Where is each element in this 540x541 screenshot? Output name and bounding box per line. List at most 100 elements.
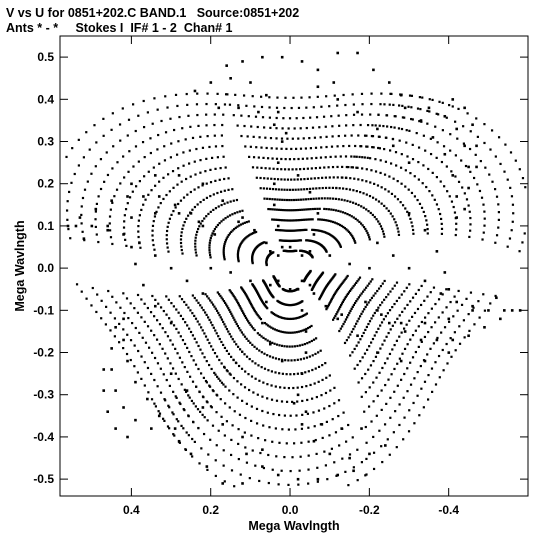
uv-sample: [221, 144, 224, 148]
uv-sample: [280, 147, 283, 150]
uv-sample: [301, 343, 304, 346]
data-point: [201, 292, 205, 295]
uv-sample: [336, 165, 339, 169]
uv-sample: [144, 341, 148, 344]
uv-sample: [237, 247, 241, 250]
uv-sample: [195, 233, 198, 236]
uv-sample: [255, 230, 258, 234]
uv-sample: [426, 227, 429, 231]
uv-sample: [280, 178, 283, 181]
uv-sample: [242, 333, 245, 336]
uv-sample: [192, 421, 195, 424]
uv-sample: [215, 411, 218, 414]
uv-sample: [274, 228, 278, 232]
uv-sample: [378, 147, 382, 150]
uv-sample: [336, 239, 339, 243]
data-point: [443, 152, 447, 156]
uv-sample: [337, 114, 340, 117]
uv-sample: [329, 389, 332, 392]
uv-sample: [332, 318, 335, 321]
data-point: [328, 452, 332, 456]
uv-sample: [181, 127, 184, 130]
uv-sample: [241, 240, 244, 243]
data-point: [376, 351, 379, 354]
uv-sample: [372, 314, 375, 317]
uv-sample: [278, 315, 281, 318]
uv-sample: [382, 232, 385, 236]
uv-sample: [277, 329, 280, 333]
data-point: [265, 300, 268, 304]
uv-sample: [137, 114, 140, 117]
uv-sample: [266, 157, 270, 160]
uv-sample: [363, 288, 366, 291]
uv-sample: [321, 378, 324, 382]
uv-sample: [371, 278, 374, 281]
uv-sample: [208, 253, 212, 257]
uv-sample: [391, 287, 394, 290]
uv-sample: [385, 335, 388, 338]
uv-sample: [322, 218, 325, 221]
uv-sample: [234, 297, 237, 300]
uv-sample: [329, 197, 332, 200]
uv-sample: [304, 313, 307, 316]
uv-sample: [386, 357, 389, 360]
uv-sample: [270, 177, 273, 180]
uv-sample: [223, 365, 226, 368]
uv-sample: [345, 276, 348, 279]
uv-sample: [312, 197, 315, 200]
uv-sample: [133, 365, 136, 368]
uv-sample: [332, 208, 335, 212]
uv-sample: [398, 139, 401, 142]
uv-sample: [271, 218, 274, 221]
uv-sample: [337, 414, 340, 418]
data-point: [348, 456, 351, 460]
uv-sample: [270, 384, 273, 387]
uv-sample: [197, 344, 200, 348]
uv-sample: [218, 178, 221, 181]
uv-sample: [109, 311, 112, 314]
uv-sample: [294, 188, 297, 191]
uv-sample: [374, 158, 377, 161]
uv-sample: [263, 367, 267, 370]
uv-sample: [280, 157, 283, 161]
uv-sample: [291, 219, 294, 222]
uv-sample: [227, 177, 230, 180]
uv-sample: [370, 420, 373, 423]
uv-sample: [200, 447, 203, 450]
data-point: [356, 334, 359, 338]
uv-sample: [181, 361, 184, 364]
uv-sample: [256, 166, 259, 169]
uv-sample: [251, 283, 254, 286]
uv-sample: [325, 250, 328, 253]
uv-sample: [418, 414, 421, 417]
uv-sample: [356, 219, 359, 222]
uv-sample: [367, 210, 370, 213]
uv-sample: [385, 296, 388, 299]
uv-sample: [176, 183, 179, 186]
y-tick-label: 0.3: [37, 135, 54, 149]
uv-sample: [331, 125, 334, 128]
uv-sample: [239, 473, 242, 476]
uv-sample: [350, 330, 353, 333]
uv-sample: [393, 343, 396, 347]
uv-sample: [247, 339, 250, 342]
uv-sample: [348, 311, 351, 315]
uv-sample: [333, 402, 336, 405]
uv-sample: [198, 225, 201, 228]
uv-sample: [276, 167, 279, 171]
uv-sample: [170, 142, 173, 145]
data-point: [280, 245, 284, 249]
uv-sample: [274, 313, 277, 316]
uv-sample: [159, 306, 163, 309]
uv-sample: [211, 348, 215, 351]
uv-sample: [393, 302, 396, 306]
uv-sample: [380, 389, 383, 392]
uv-sample: [187, 114, 190, 117]
uv-sample: [321, 436, 324, 440]
uv-sample: [289, 229, 292, 232]
uv-sample: [273, 208, 276, 211]
data-point: [324, 304, 328, 308]
uv-sample: [216, 156, 219, 159]
uv-sample: [235, 343, 238, 346]
uv-sample: [347, 165, 350, 169]
